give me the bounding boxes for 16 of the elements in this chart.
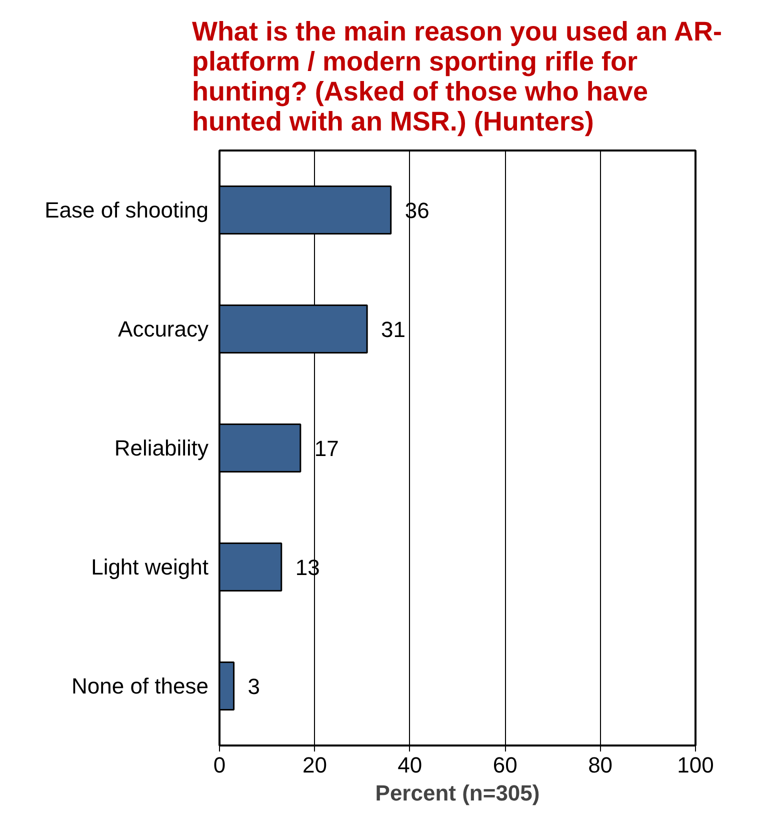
- y-tick-label: Reliability: [114, 436, 209, 460]
- data-label: 31: [381, 317, 406, 342]
- y-tick-label: None of these: [72, 674, 208, 698]
- y-tick-label: Light weight: [91, 554, 209, 580]
- x-tick-label: 20: [302, 752, 327, 778]
- x-tick-label: 0: [213, 752, 226, 778]
- x-tick-label: 40: [398, 752, 422, 778]
- x-tick-label: 100: [677, 752, 714, 778]
- data-label: 17: [314, 436, 339, 461]
- y-tick-label: Accuracy: [118, 316, 209, 342]
- x-tick-label: 80: [588, 752, 613, 778]
- chart-title: What is the main reason you used an AR-platform / modern sporting rifle for hunting? (Asked of those who have hunted with an MSR.) (Hunters): [192, 16, 722, 136]
- x-axis-title: Percent (n=305): [375, 780, 540, 806]
- x-tick-label: 60: [492, 752, 518, 778]
- y-tick-label: Ease of shooting: [44, 198, 209, 222]
- data-label: 3: [248, 674, 260, 699]
